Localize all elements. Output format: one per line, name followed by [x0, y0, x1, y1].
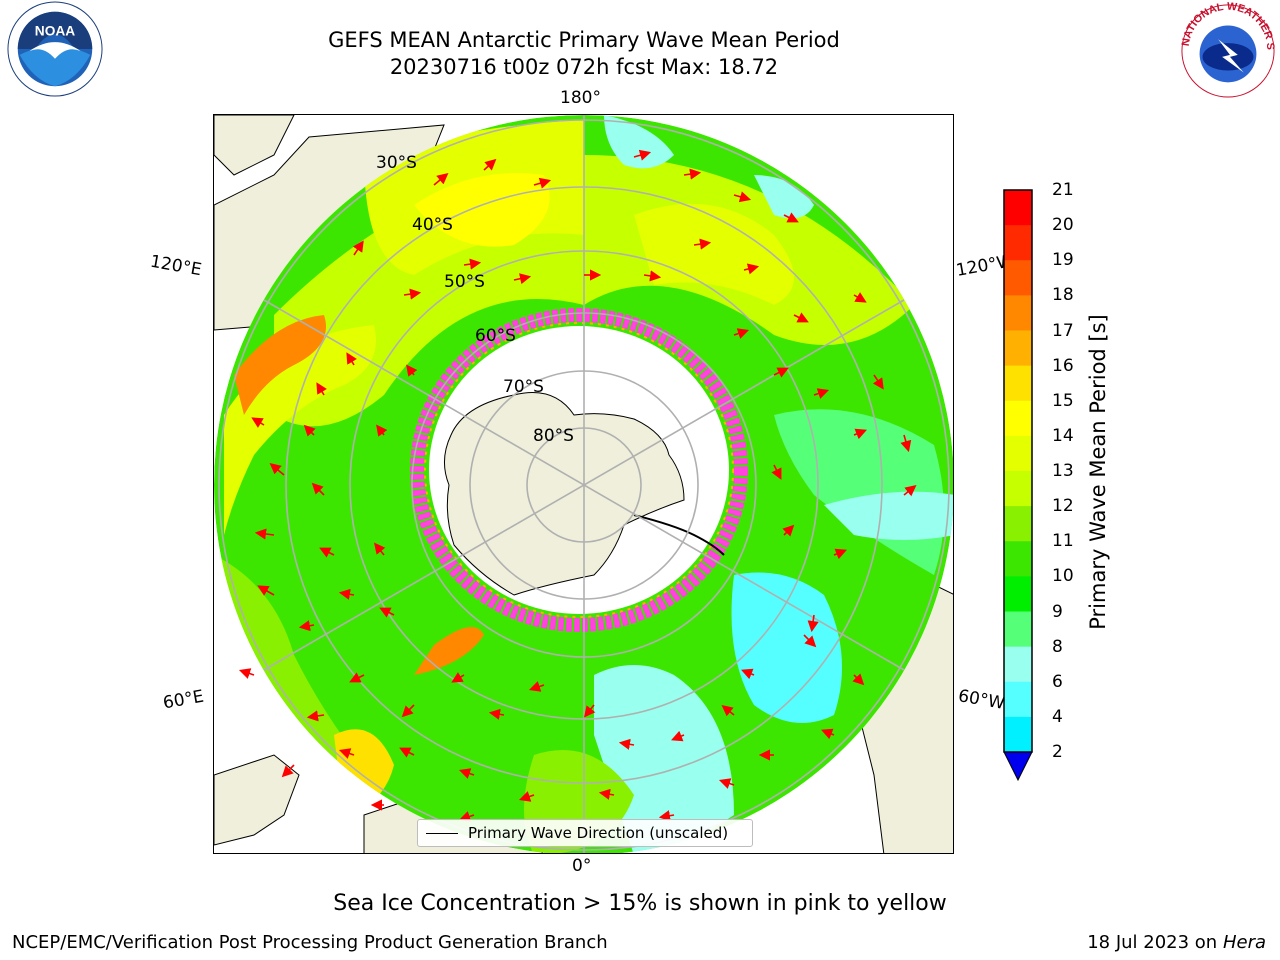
colorbar-tick-label: 17 [1052, 320, 1074, 341]
footer-date: 18 Jul 2023 on Hera [1087, 932, 1266, 953]
latitude-labels: 30°S 40°S 50°S 60°S 70°S 80°S [376, 153, 574, 446]
lon-label-0: 0° [572, 856, 592, 876]
map-canvas: 30°S 40°S 50°S 60°S 70°S 80°S [214, 115, 953, 853]
lat-label-40s: 40°S [412, 215, 453, 235]
colorbar-band [1004, 295, 1032, 331]
lat-label-80s: 80°S [533, 426, 574, 446]
colorbar [1003, 189, 1033, 782]
colorbar-band [1004, 400, 1032, 437]
colorbar-tick-label: 21 [1052, 180, 1074, 200]
lat-label-60s: 60°S [475, 326, 516, 346]
national-weather-service-logo-icon: NATIONAL WEATHER SERVICE [1178, 0, 1276, 98]
map-legend: Primary Wave Direction (unscaled) [417, 819, 753, 847]
wave-direction-arrows [238, 149, 917, 822]
colorbar-band [1004, 506, 1032, 542]
colorbar-band [1004, 330, 1032, 367]
colorbar-band [1004, 435, 1032, 472]
colorbar-label: Primary Wave Mean Period [s] [1086, 314, 1110, 630]
graticule [218, 115, 950, 853]
noaa-logo-icon: NOAA [7, 1, 103, 97]
colorbar-tick-label: 8 [1052, 636, 1063, 657]
legend-text: Primary Wave Direction (unscaled) [468, 824, 729, 842]
colorbar-tick-label: 10 [1052, 566, 1074, 587]
footer-credit: NCEP/EMC/Verification Post Processing Pr… [12, 932, 608, 953]
footer-host: Hera [1222, 932, 1266, 953]
lon-label-180: 180° [560, 88, 601, 108]
antarctic-wave-period-map: 30°S 40°S 50°S 60°S 70°S 80°S Primary Wa… [213, 114, 954, 854]
colorbar-tick-label: 14 [1052, 425, 1074, 446]
chart-title-line-1: GEFS MEAN Antarctic Primary Wave Mean Pe… [328, 28, 840, 52]
colorbar-band [1004, 190, 1032, 226]
colorbar-tick-label: 6 [1052, 671, 1063, 692]
colorbar-band [1004, 260, 1032, 296]
colorbar-frame [1003, 189, 1033, 753]
lon-label-120e: 120°E [148, 251, 204, 281]
colorbar-band [1004, 365, 1032, 402]
footer-date-text: 18 Jul 2023 on [1087, 932, 1218, 953]
colorbar-band [1004, 681, 1032, 718]
colorbar-tick-label: 16 [1052, 355, 1074, 376]
colorbar-tick-label: 9 [1052, 601, 1063, 622]
colorbar-tick-label: 20 [1052, 215, 1074, 236]
antarctica-land [444, 392, 685, 596]
colorbar-tick-label: 18 [1052, 285, 1074, 306]
colorbar-band [1004, 611, 1032, 648]
noaa-logo-text: NOAA [35, 23, 75, 38]
colorbar-tick-label: 19 [1052, 250, 1074, 271]
colorbar-tick-label: 12 [1052, 496, 1074, 517]
colorbar-band [1004, 541, 1032, 577]
lon-label-60w: 60°W [956, 686, 1007, 714]
colorbar-band [1004, 576, 1032, 612]
lat-label-50s: 50°S [444, 272, 485, 292]
colorbar-band [1004, 716, 1032, 753]
legend-line-sample [426, 833, 458, 834]
colorbar-tick-label: 15 [1052, 390, 1074, 411]
sea-ice-caption: Sea Ice Concentration > 15% is shown in … [333, 891, 947, 916]
colorbar-tick-label: 4 [1052, 706, 1063, 727]
colorbar-bands [1004, 190, 1032, 753]
lat-label-30s: 30°S [376, 153, 417, 173]
lon-label-60e: 60°E [161, 686, 206, 714]
colorbar-band [1004, 471, 1032, 507]
colorbar-tick-label: 11 [1052, 531, 1074, 552]
chart-title-line-2: 20230716 t00z 072h fcst Max: 18.72 [389, 55, 779, 79]
colorbar-band [1004, 225, 1032, 261]
antarctic-peninsula [633, 514, 725, 556]
colorbar-tick-label: 2 [1052, 742, 1063, 762]
lat-label-70s: 70°S [503, 377, 544, 397]
colorbar-tick-label: 13 [1052, 461, 1074, 481]
colorbar-extend-arrow [1003, 751, 1033, 782]
colorbar-band [1004, 646, 1032, 683]
